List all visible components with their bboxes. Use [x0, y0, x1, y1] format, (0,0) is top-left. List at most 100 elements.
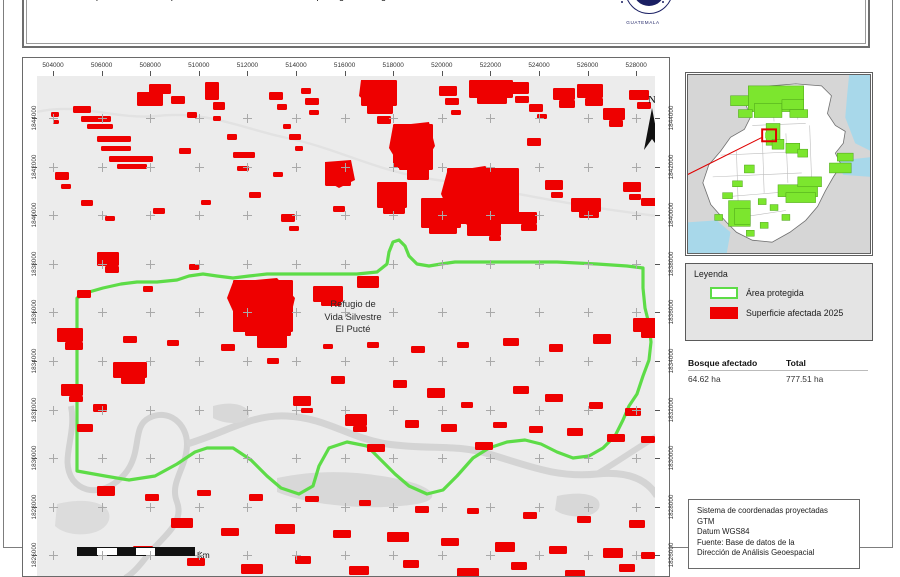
fire-polygon: [93, 404, 107, 412]
legend-label-affected-area: Superficie afectada 2025: [746, 308, 844, 318]
fire-polygon: [295, 556, 311, 564]
inset-protected-area: [759, 222, 769, 229]
x-axis-tick-label: 512000: [236, 62, 259, 69]
inset-protected-area: [734, 208, 751, 225]
inset-protected-area: [781, 214, 791, 221]
fire-polygon: [633, 318, 655, 332]
fire-polygon: [429, 218, 457, 234]
fire-polygon: [323, 344, 333, 349]
y-axis-tick-left: [32, 555, 37, 557]
fire-polygon: [389, 122, 435, 168]
fire-polygon: [117, 164, 147, 169]
map-page: Superficie afectada por incendios en 202…: [3, 0, 893, 577]
y-axis-tick-right: [655, 312, 660, 314]
fire-polygon: [275, 524, 295, 534]
y-axis-tick-right: [655, 409, 660, 411]
inset-protected-area: [744, 164, 755, 174]
fire-polygon: [521, 224, 537, 231]
fire-polygon: [51, 112, 59, 117]
legend-swatch-affected-area: [710, 307, 738, 319]
y-axis-tick-label-right: 1834000: [668, 348, 675, 374]
emblem-caption: GUATEMALA: [619, 0, 667, 26]
north-arrow-icon: [644, 108, 655, 150]
x-axis-tick-label: 520000: [431, 62, 453, 69]
fire-polygon: [493, 422, 507, 428]
coordinate-system-note: Sistema de coordenadas proyectadas GTM D…: [688, 499, 860, 569]
fire-polygon: [267, 358, 279, 364]
inset-protected-area: [754, 103, 783, 118]
conap-abbreviation: CONAP: [813, 0, 851, 3]
fire-polygon: [567, 428, 583, 436]
inset-protected-area: [738, 109, 753, 118]
fire-polygon: [277, 104, 287, 110]
fire-polygon: [187, 112, 197, 118]
fire-polygon: [641, 330, 655, 338]
fire-polygon: [457, 568, 479, 576]
fire-polygon: [101, 146, 131, 151]
fire-polygon: [405, 420, 419, 428]
inset-protected-area: [757, 198, 767, 205]
fire-polygon: [295, 146, 303, 151]
fire-polygon: [475, 442, 493, 450]
fire-polygon: [393, 380, 407, 388]
fire-polygon: [281, 214, 295, 222]
y-axis-tick-left: [32, 506, 37, 508]
legend-item-affected-area: Superficie afectada 2025: [710, 307, 843, 319]
fire-polygon: [221, 344, 235, 351]
y-axis-tick-left: [32, 361, 37, 362]
scale-bar: [77, 547, 195, 556]
y-axis-tick-label-right: 1826000: [668, 542, 675, 568]
fire-polygon: [577, 516, 591, 523]
y-axis-tick-left: [32, 215, 37, 217]
y-axis-tick-label-right: 1830000: [668, 445, 675, 471]
fire-polygon: [121, 374, 145, 384]
statistics-table: Bosque afectado Total 64.62 ha 777.51 ha: [688, 358, 868, 384]
fire-polygon: [571, 198, 601, 212]
inset-leader-line: [687, 136, 763, 176]
legend-title: Leyenda: [694, 269, 728, 279]
fire-polygon: [461, 402, 473, 408]
fire-polygon: [227, 278, 295, 334]
y-axis-tick-label-right: 1842000: [668, 154, 675, 180]
fire-polygon: [331, 376, 345, 384]
y-axis-tick-label-right: 1836000: [668, 299, 675, 325]
fire-polygon: [77, 424, 93, 432]
fire-polygon: [149, 84, 171, 94]
fire-polygon: [333, 530, 351, 538]
y-axis-tick-left: [32, 312, 37, 314]
fire-polygon: [549, 344, 563, 352]
fire-polygon: [467, 508, 479, 514]
fire-polygon: [359, 500, 371, 506]
statistics-value-affected: 64.62 ha: [688, 374, 721, 384]
fire-polygon: [53, 120, 59, 124]
fire-polygon: [603, 108, 625, 120]
fire-polygon: [301, 408, 313, 413]
fire-polygon: [441, 166, 519, 228]
fire-polygon: [607, 434, 625, 442]
fire-polygon: [289, 134, 301, 140]
fire-polygon: [197, 490, 211, 496]
y-axis-tick-right: [655, 118, 660, 119]
inset-protected-area: [714, 214, 723, 221]
statistics-value-row: 64.62 ha 777.51 ha: [688, 371, 868, 384]
fire-polygon: [377, 116, 391, 124]
fire-polygon: [345, 414, 367, 426]
guatemala-locator-map[interactable]: [685, 72, 873, 256]
y-axis-tick-label-right: 1832000: [668, 397, 675, 423]
fire-polygon: [73, 106, 91, 113]
legend-swatch-protected-area: [710, 287, 738, 299]
y-axis-tick-right: [655, 506, 660, 508]
fire-polygon: [249, 192, 261, 198]
fire-polygon: [383, 200, 405, 214]
fire-polygon: [109, 156, 153, 162]
map-canvas[interactable]: Refugio de Vida Silvestre El Pucté N Km: [37, 76, 655, 576]
y-axis-tick-label-right: 1838000: [668, 251, 675, 277]
crs-line-2: GTM: [697, 516, 715, 526]
y-axis-tick-right: [655, 458, 660, 460]
inset-protected-area: [732, 180, 743, 188]
fire-polygon: [495, 542, 515, 552]
y-axis-tick-label-right: 1828000: [668, 494, 675, 520]
map-frame[interactable]: Refugio de Vida Silvestre El Pucté N Km 50…: [22, 57, 675, 577]
x-axis-tick-label: 514000: [285, 62, 307, 69]
x-axis-tick-label: 516000: [333, 62, 356, 69]
